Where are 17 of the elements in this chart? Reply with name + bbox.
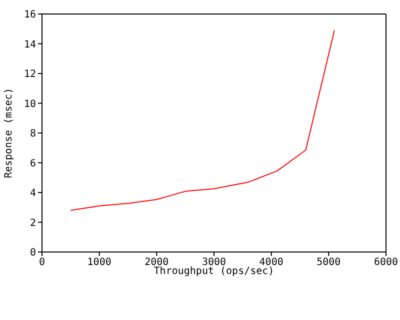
y-tick-label: 8 [30,128,36,140]
y-tick-label: 16 [24,10,36,21]
x-axis-title: Throughput (ops/sec) [154,266,274,277]
x-tick-label: 0 [38,257,46,268]
y-tick-label: 12 [24,69,36,80]
y-tick-label: 14 [24,39,36,50]
y-tick-label: 2 [30,218,36,229]
y-tick-label: 4 [30,188,36,200]
x-tick-label: 3000 [202,257,226,268]
x-tick-label: 1000 [87,257,112,268]
y-axis-title: Response (msec) [4,88,15,178]
x-tick-label: 5000 [316,257,341,268]
y-tick-label: 0 [30,248,36,259]
y-tick-label: 10 [24,98,36,110]
y-tick-label: 6 [30,158,36,170]
x-tick-label: 6000 [374,257,398,268]
line-series [70,30,335,211]
